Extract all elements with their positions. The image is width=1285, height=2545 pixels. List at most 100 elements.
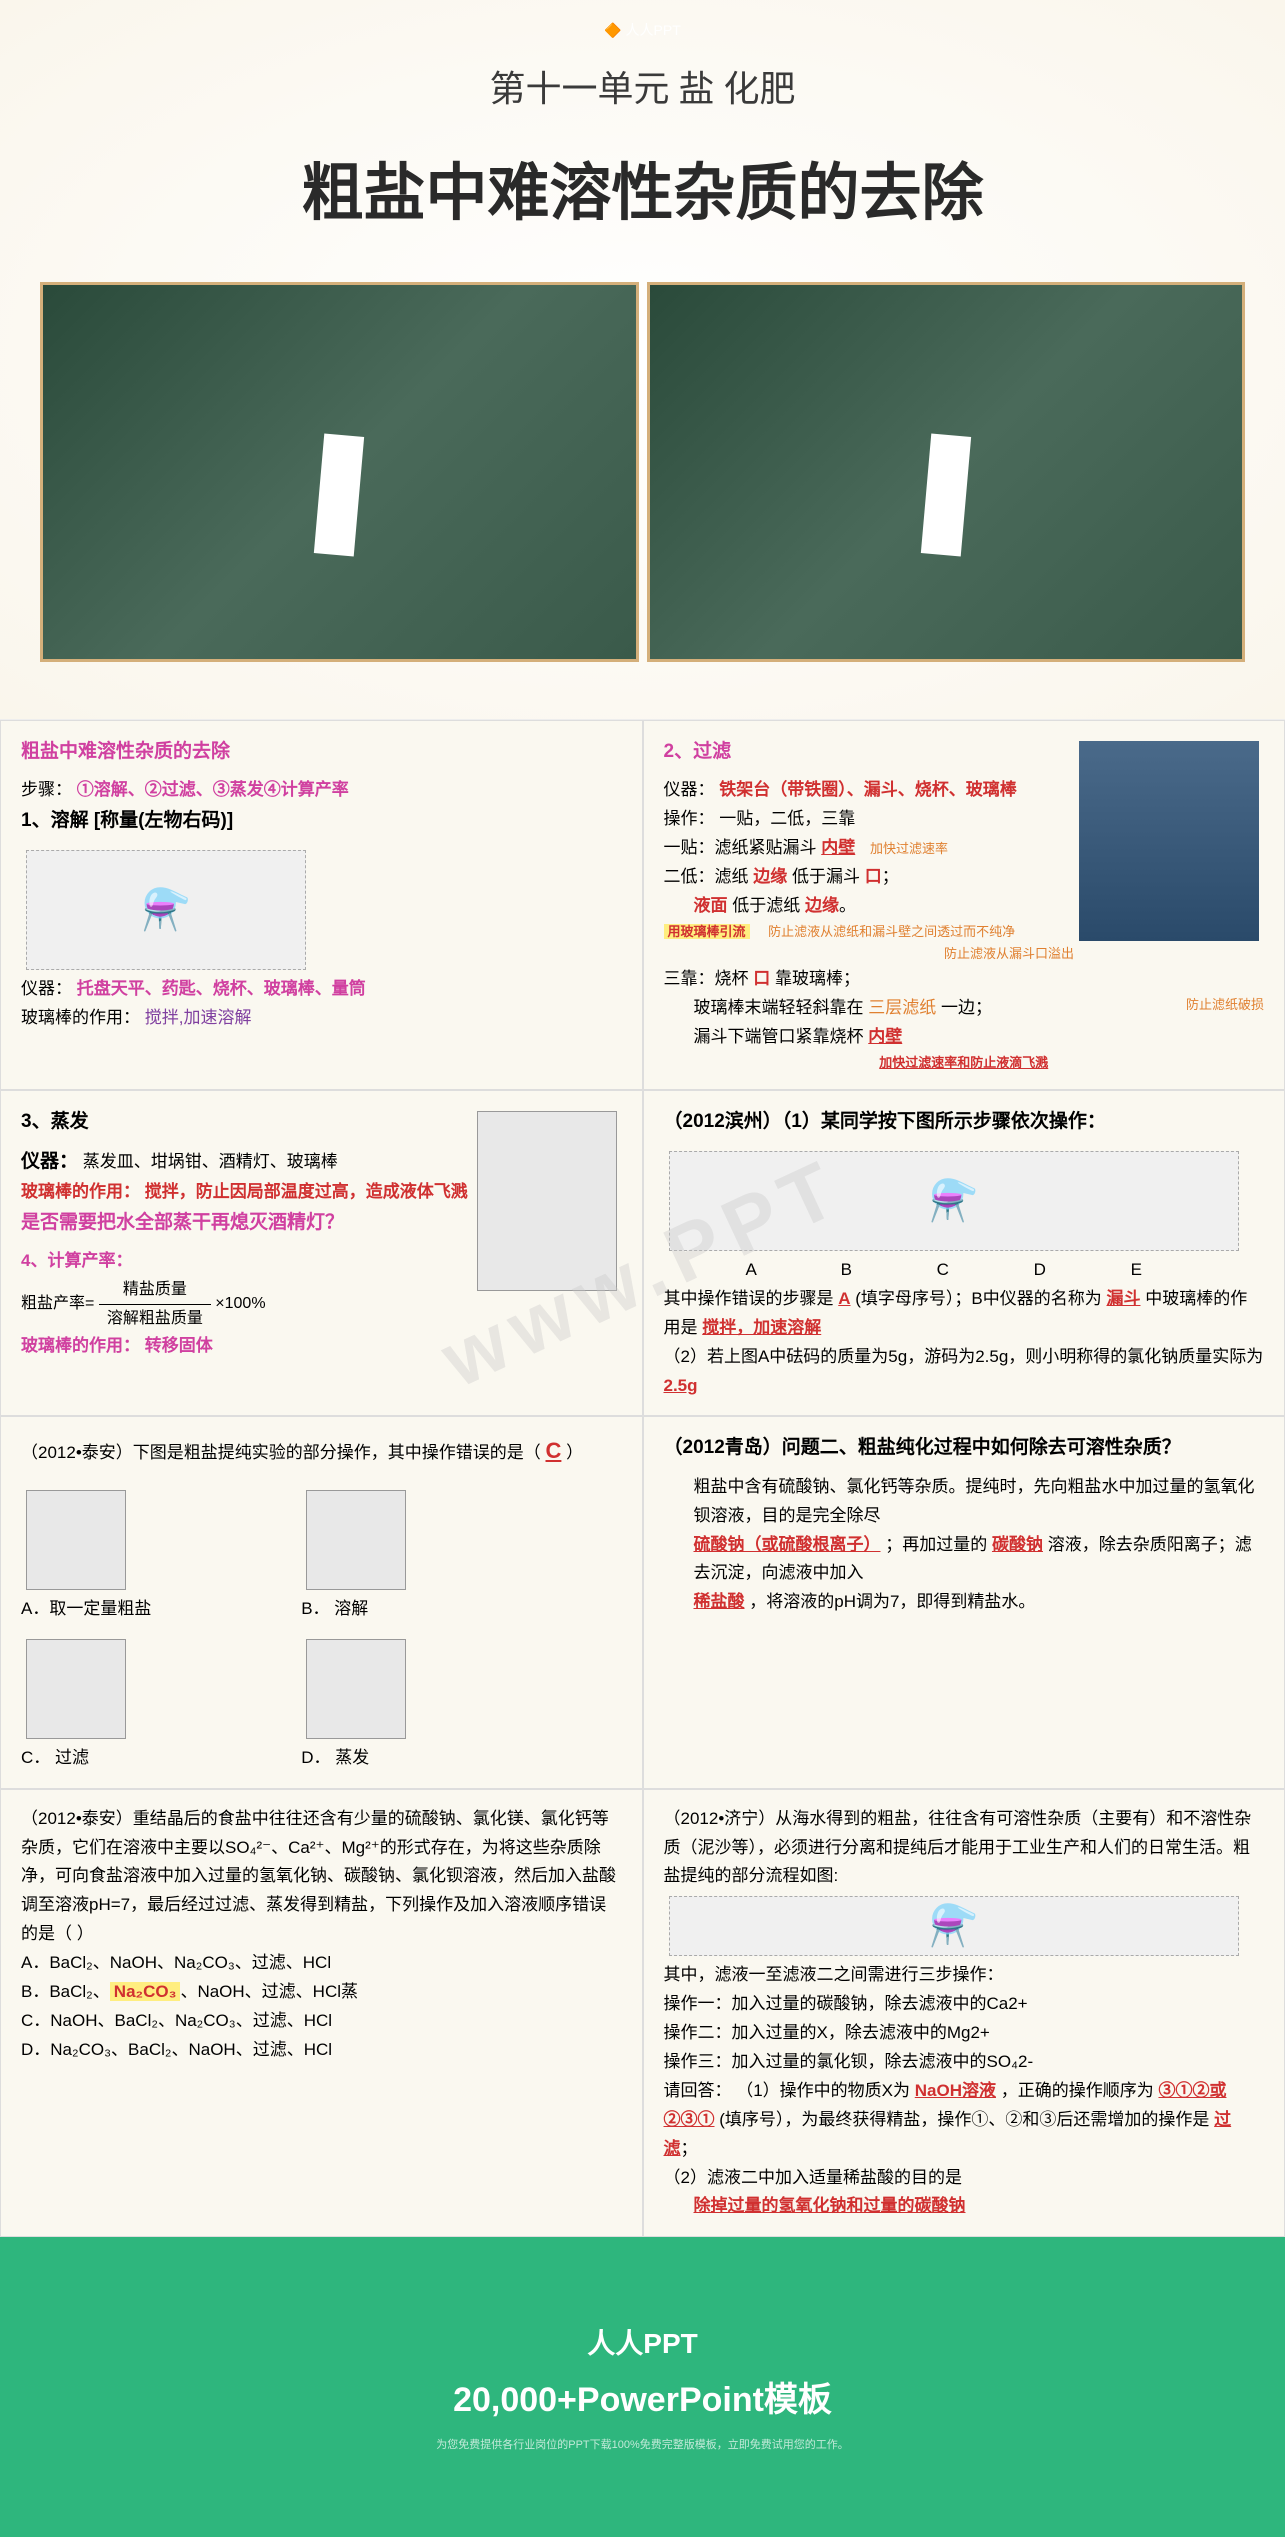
- diagram-labels: A B C D E: [664, 1256, 1265, 1285]
- s4r-l1: 粗盐中含有硫酸钠、氯化钙等杂质。提纯时，先向粗盐水中加过量的氢氧化钡溶液，目的是…: [694, 1477, 1255, 1525]
- slide-row-3: 3、蒸发 仪器： 蒸发皿、坩埚钳、酒精灯、玻璃棒 玻璃棒的作用： 搅拌，防止因局…: [0, 1090, 1285, 1417]
- kao3-line: 漏斗下端管口紧靠烧杯 内壁: [694, 1023, 1265, 1052]
- opt-c-block: C． 过滤: [21, 1634, 291, 1773]
- s5r-a1: NaOH溶液: [915, 2081, 996, 2100]
- s4l-exam: （2012•泰安）下图是粗盐提纯实验的部分操作，其中操作错误的是（ C ）: [21, 1432, 622, 1469]
- opt-a: A．取一定量粗盐: [21, 1595, 291, 1624]
- s3l-rod-func: 搅拌，防止因局部温度过高，造成液体飞溅: [145, 1182, 468, 1201]
- s4r-a3: 稀盐酸: [694, 1592, 745, 1611]
- filter-photo: [1079, 741, 1259, 941]
- s3r-exam: （2012滨州）（1）某同学按下图所示步骤依次操作：: [664, 1106, 1265, 1138]
- opt-c-img: [26, 1639, 126, 1739]
- s5r-q2: （2）滤液二中加入适量稀盐酸的目的是: [664, 2168, 962, 2187]
- note2: 防止滤液从漏斗口溢出: [664, 943, 1265, 965]
- formula-label: 粗盐产率=: [21, 1295, 94, 1312]
- flow-diagram: [669, 1896, 1239, 1956]
- opt-b-block: B． 溶解: [301, 1485, 571, 1624]
- opt-a-block: A．取一定量粗盐: [21, 1485, 291, 1624]
- s5r-op1: 操作一：加入过量的碳酸钠，除去滤液中的Ca2+: [664, 1990, 1265, 2019]
- s4r-a2: 碳酸钠: [992, 1535, 1043, 1554]
- kao2: 玻璃棒末端轻轻斜靠在: [694, 998, 864, 1017]
- steps-diagram: [669, 1151, 1239, 1251]
- experiment-photo-2: [647, 282, 1246, 662]
- s5r-a4: 除掉过量的氢氧化钠和过量的碳酸钠: [694, 2192, 1265, 2221]
- low1-pos: 边缘: [753, 867, 787, 886]
- kao-line: 三靠：烧杯 口 靠玻璃棒；: [664, 965, 1265, 994]
- steps: ①溶解、②过滤、③蒸发④计算产率: [77, 780, 349, 799]
- s5l-exam: （2012•泰安）重结晶后的食盐中往往还含有少量的硫酸钠、氯化镁、氯化钙等杂质，…: [21, 1805, 622, 1949]
- low1-end: 口: [865, 867, 882, 886]
- evap-photo: [477, 1111, 617, 1291]
- opt-c: C． 过滤: [21, 1744, 291, 1773]
- s5r-op2: 操作二：加入过量的X，除去滤液中的Mg2+: [664, 2019, 1265, 2048]
- s5r-q1c: (填序号），为最终获得精盐，操作①、②和③后还需增加的操作是: [719, 2110, 1209, 2129]
- s4r-a1: 硫酸钠（或硫酸根离子）: [694, 1535, 881, 1554]
- a1-note: (填字母序号）；B中仪器的名称为: [855, 1289, 1102, 1308]
- formula-mult: ×100%: [215, 1295, 265, 1312]
- note3: 防止滤纸破损: [1186, 994, 1264, 1016]
- footer-slide: 🔶 人人PPT 人人PPT 20,000+PowerPoint模板 为您免费提供…: [0, 2237, 1285, 2537]
- steps-line: 步骤： ①溶解、②过滤、③蒸发④计算产率: [21, 776, 622, 805]
- s4l-close: ）: [566, 1443, 583, 1462]
- formula-bottom: 溶解粗盐质量: [99, 1305, 211, 1332]
- formula-top: 精盐质量: [99, 1276, 211, 1304]
- a2: 漏斗: [1106, 1289, 1140, 1308]
- s5l-d: D．Na₂CO₃、BaCl₂、NaOH、过滤、HCl: [21, 2036, 622, 2065]
- s5r-intro: 其中，滤液一至滤液二之间需进行三步操作：: [664, 1961, 1265, 1990]
- s5l-hl: Na₂CO₃: [110, 1982, 181, 2001]
- s2r-instruments: 铁架台（带铁圈）、漏斗、烧杯、玻璃棒: [719, 780, 1017, 799]
- slide-row-4: （2012•泰安）下图是粗盐提纯实验的部分操作，其中操作错误的是（ C ） A．…: [0, 1416, 1285, 1788]
- s5r-q2line: （2）滤液二中加入适量稀盐酸的目的是: [664, 2164, 1265, 2193]
- slide5-right: （2012•济宁）从海水得到的粗盐，往往含有可溶性杂质（主要有）和不溶性杂质（泥…: [643, 1789, 1285, 2238]
- step1-title: 1、溶解 [称量(左物右码)]: [21, 805, 622, 837]
- instruments: 托盘天平、药匙、烧杯、玻璃棒、量筒: [77, 979, 366, 998]
- slide5-left: （2012•泰安）重结晶后的食盐中往往还含有少量的硫酸钠、氯化镁、氯化钙等杂质，…: [0, 1789, 643, 2238]
- slide2-right: 2、过滤 仪器： 铁架台（带铁圈）、漏斗、烧杯、玻璃棒 操作： 一贴，二低，三靠…: [643, 720, 1285, 1090]
- rod-func: 搅拌,加速溶解: [145, 1008, 252, 1027]
- kao2-line: 玻璃棒末端轻轻斜靠在 三层滤纸 一边； 防止滤纸破损: [694, 994, 1265, 1023]
- slide4-left: （2012•泰安）下图是粗盐提纯实验的部分操作，其中操作错误的是（ C ） A．…: [0, 1416, 643, 1788]
- s4r-l2: ；再加过量的: [885, 1535, 987, 1554]
- slide3-right: （2012滨州）（1）某同学按下图所示步骤依次操作： A B C D E 其中操…: [643, 1090, 1285, 1417]
- footer-subtitle: 20,000+PowerPoint模板: [453, 2372, 832, 2421]
- low2-pre: 液面: [694, 896, 728, 915]
- steps-label: 步骤：: [21, 780, 72, 799]
- s4l-answer: C: [546, 1438, 562, 1463]
- kao2-end: 一边；: [941, 998, 992, 1017]
- s3r-q3: （2）若上图A中砝码的质量为5g，游码为2.5g，则小明称得的氯化钠质量实际为 …: [664, 1343, 1265, 1401]
- low1-rest: 低于漏斗: [792, 867, 860, 886]
- opt-b: B． 溶解: [301, 1595, 571, 1624]
- photo-row: [40, 282, 1245, 662]
- q3-text: （2）若上图A中砝码的质量为5g，游码为2.5g，则小明称得的氯化钠质量实际为: [664, 1347, 1264, 1366]
- a3: 搅拌，加速溶解: [702, 1318, 821, 1337]
- s5r-q1: 请回答： （1）操作中的物质X为: [664, 2081, 911, 2100]
- s4l-exam-text: （2012•泰安）下图是粗盐提纯实验的部分操作，其中操作错误的是（: [21, 1443, 546, 1462]
- s3l-instruments: 蒸发皿、坩埚钳、酒精灯、玻璃棒: [83, 1152, 338, 1171]
- note1: 防止滤液从滤纸和漏斗壁之间透过而不纯净: [768, 924, 1015, 939]
- s5r-answers: 请回答： （1）操作中的物质X为 NaOH溶液 ，正确的操作顺序为 ③①②或②③…: [664, 2077, 1265, 2164]
- s5r-exam: （2012•济宁）从海水得到的粗盐，往往含有可溶性杂质（主要有）和不溶性杂质（泥…: [664, 1805, 1265, 1892]
- title-slide: 第十一单元 盐 化肥 粗盐中难溶性杂质的去除: [0, 0, 1285, 720]
- s4r-l3: ，将溶液的pH调为7，即得到精盐水。: [749, 1592, 1035, 1611]
- low2-end: 边缘: [805, 896, 839, 915]
- s5l-c: C．NaOH、BaCl₂、Na₂CO₃、过滤、HCl: [21, 2007, 622, 2036]
- footer-top-brand: 🔶 人人PPT: [604, 20, 681, 40]
- s3r-q1: 其中操作错误的步骤是 A (填字母序号）；B中仪器的名称为 漏斗 中玻璃棒的作用…: [664, 1285, 1265, 1343]
- opt-d-block: D． 蒸发: [301, 1634, 571, 1773]
- unit-label: 第十一单元 盐 化肥: [40, 60, 1245, 112]
- tie: 一贴：滤纸紧贴漏斗: [664, 838, 817, 857]
- opt-d-img: [306, 1639, 406, 1739]
- kao2-pos: 三层滤纸: [868, 998, 936, 1017]
- rod2-label: 玻璃棒的作用：: [21, 1336, 140, 1355]
- low1: 二低：滤纸: [664, 867, 749, 886]
- s3l-rod2: 玻璃棒的作用： 转移固体: [21, 1332, 622, 1361]
- s4r-body: 粗盐中含有硫酸钠、氯化钙等杂质。提纯时，先向粗盐水中加过量的氢氧化钡溶液，目的是…: [694, 1473, 1265, 1617]
- s3l-inst-label: 仪器：: [21, 1151, 78, 1172]
- s5l-b: B．BaCl₂、Na₂CO₃、NaOH、过滤、HCl蒸: [21, 1978, 622, 2007]
- rod-label: 玻璃棒的作用：: [21, 1008, 140, 1027]
- balance-diagram: [26, 850, 306, 970]
- s5r-op3: 操作三：加入过量的氯化钡，除去滤液中的SO₄2-: [664, 2048, 1265, 2077]
- footer-small: 为您免费提供各行业岗位的PPT下载100%免费完整版模板，立即免费试用您的工作。: [436, 2436, 849, 2452]
- a1: A: [838, 1289, 850, 1308]
- slide-row-2: 粗盐中难溶性杂质的去除 步骤： ①溶解、②过滤、③蒸发④计算产率 1、溶解 [称…: [0, 720, 1285, 1090]
